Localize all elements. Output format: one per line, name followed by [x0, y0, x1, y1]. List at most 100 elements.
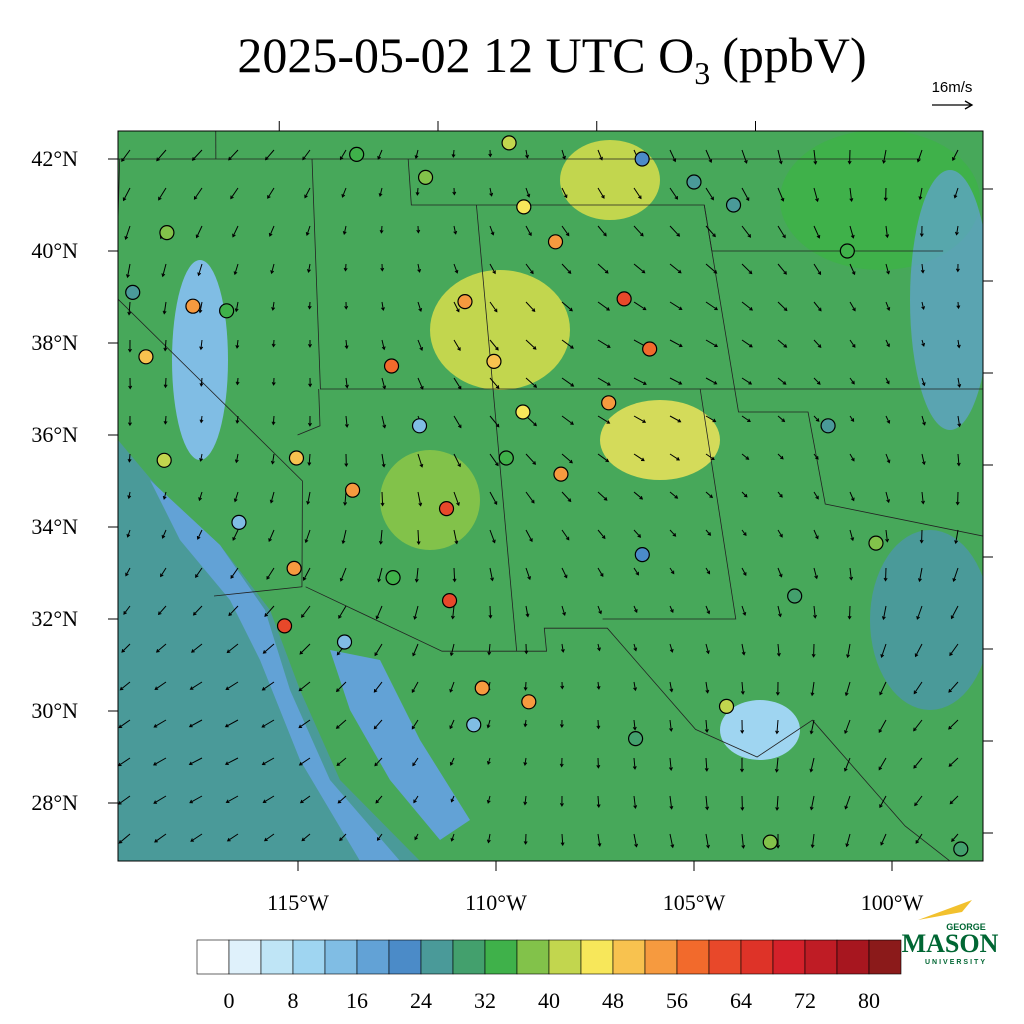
wind-arrow	[669, 301, 683, 310]
wind-arrow	[199, 453, 204, 462]
wind-arrow	[561, 377, 575, 387]
wind-arrow	[193, 187, 203, 200]
station	[185, 298, 201, 314]
wind-arrow	[953, 187, 959, 199]
lat-label: 32°N	[31, 606, 78, 631]
wind-arrow	[878, 757, 887, 771]
wind-arrow	[199, 415, 204, 424]
wind-arrow	[127, 491, 132, 500]
wind-arrow	[261, 719, 275, 728]
wind-arrow	[525, 187, 531, 198]
valley	[172, 260, 228, 460]
region	[380, 450, 480, 550]
wind-arrow	[344, 301, 349, 310]
wind-arrow	[308, 377, 313, 388]
wind-arrow	[381, 301, 385, 312]
wind-arrow	[777, 415, 786, 423]
wind-arrow	[335, 719, 347, 729]
wind-arrow	[885, 529, 890, 543]
wind-arrow	[885, 453, 891, 464]
wind-arrow	[561, 529, 570, 541]
wind-arrow	[153, 795, 167, 804]
station	[411, 418, 428, 434]
wind-arrow	[813, 453, 819, 460]
wind-arrow	[489, 453, 499, 467]
wind-arrow	[161, 263, 167, 278]
wind-arrow	[226, 643, 239, 654]
wind-arrow	[525, 605, 530, 618]
wind-arrow	[921, 339, 926, 347]
title-subscript: 3	[694, 55, 710, 91]
wind-arrow	[561, 491, 572, 503]
wind-arrow	[488, 149, 493, 158]
wind-arrow	[883, 187, 888, 202]
wind-arrow	[705, 225, 716, 238]
wind-arrow	[957, 377, 962, 388]
wind-arrow	[669, 681, 674, 693]
station	[501, 135, 517, 151]
station	[516, 199, 532, 215]
wind-arrow	[525, 529, 533, 543]
station	[820, 418, 836, 434]
wind-arrow	[301, 605, 311, 618]
wind-arrow	[918, 187, 923, 201]
wind-arrow	[118, 757, 131, 767]
wind-arrow	[453, 225, 458, 235]
wind-arrow	[705, 415, 717, 423]
wind-arrow	[885, 225, 890, 239]
wind-arrow	[414, 833, 419, 841]
wind-arrow	[128, 377, 133, 390]
wind-arrow	[597, 643, 601, 652]
wind-arrow	[453, 415, 462, 429]
wind-arrow	[235, 415, 240, 424]
wind-arrow	[450, 795, 455, 803]
lat-label: 36°N	[31, 422, 78, 447]
wind-arrow	[306, 263, 311, 273]
wind-arrow	[416, 225, 421, 234]
wind-arrow	[489, 339, 499, 351]
wind-arrow	[741, 567, 747, 577]
wind-arrow	[298, 719, 311, 729]
wind-arrow	[844, 719, 851, 735]
wind-arrow	[597, 301, 611, 311]
lat-label: 42°N	[31, 146, 78, 171]
wind-arrow	[948, 757, 959, 767]
colorbar-tick-label: 16	[346, 988, 368, 1013]
wind-arrow	[669, 377, 683, 385]
wind-arrow	[596, 757, 601, 769]
wind-arrow	[705, 567, 711, 575]
wind-arrow	[813, 491, 819, 500]
colorbar-box	[612, 939, 646, 975]
wind-arrow	[127, 453, 132, 463]
wind-arrow	[123, 605, 131, 615]
wind-arrow	[777, 453, 784, 460]
coast	[150, 480, 400, 861]
wind-arrow	[776, 833, 781, 849]
wind-arrow	[198, 301, 203, 314]
colorbar-tick-label: 48	[602, 988, 624, 1013]
wind-arrow	[561, 339, 574, 349]
station	[515, 404, 531, 420]
wind-arrow	[525, 377, 538, 388]
wind-arrow	[380, 263, 385, 272]
colorbar-box	[580, 939, 614, 975]
lon-label: 115°W	[267, 890, 329, 915]
wind-arrow	[451, 149, 456, 158]
wind-arrow	[381, 377, 387, 390]
wind-arrow	[633, 795, 638, 809]
borders	[118, 131, 983, 861]
wind-arrow	[952, 149, 959, 162]
wind-arrow	[776, 643, 781, 657]
wind-arrow	[489, 187, 494, 197]
wind-arrow	[226, 833, 239, 842]
wind-arrow	[271, 377, 276, 386]
station	[521, 694, 537, 710]
wind-arrow	[525, 263, 534, 275]
title-main: 2025-05-02 12 UTC O	[237, 27, 694, 83]
wind-arrow	[669, 605, 674, 614]
wind-arrow	[560, 643, 565, 653]
wind-arrow	[377, 567, 383, 583]
wind-arrow	[381, 415, 387, 429]
wind-arrow	[190, 833, 203, 842]
wind-arrow	[525, 225, 532, 237]
